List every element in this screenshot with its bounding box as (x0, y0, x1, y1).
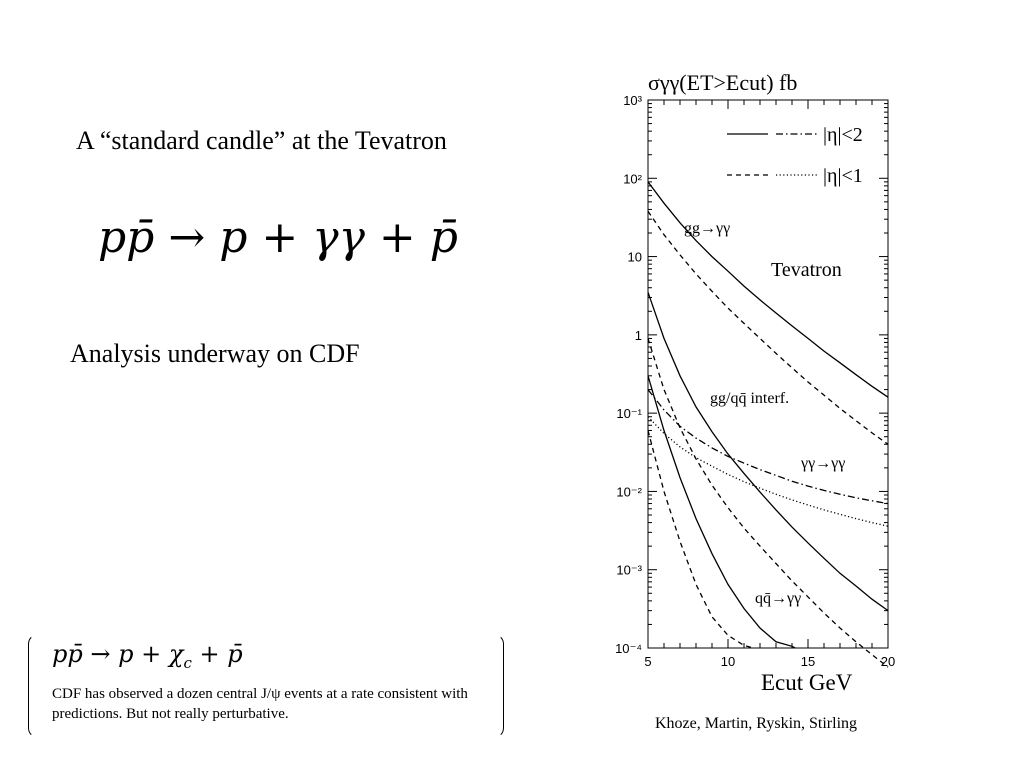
box-eq-p: p (118, 640, 134, 668)
legend-label: |η|<2 (823, 124, 863, 146)
box-eq-pbar: p̄ (227, 640, 243, 668)
y-tick-label: 10 (628, 250, 642, 265)
credit: Khoze, Martin, Ryskin, Stirling (655, 715, 858, 732)
y-tick-label: 10⁻³ (616, 563, 642, 578)
note-box: pp̄ → p + χc + p̄ CDF has observed a doz… (28, 634, 504, 738)
left-bracket (28, 634, 39, 738)
y-tick-label: 10³ (623, 93, 642, 108)
inset-label: Tevatron (771, 259, 842, 281)
y-tick-label: 10⁻⁴ (615, 641, 642, 656)
series-line-solid (647, 375, 796, 649)
curve-annotation: gg→γγ (684, 220, 730, 237)
x-tick-label: 10 (721, 654, 735, 669)
x-axis-label: Ecut GeV (761, 670, 853, 695)
box-text: CDF has observed a dozen central J/ψ eve… (52, 686, 468, 722)
main-equation: pp̄ → p + γγ + p̄ (98, 212, 458, 263)
slide-title: A “standard candle” at the Tevatron (76, 126, 447, 155)
y-tick-label: 10⁻² (616, 484, 642, 499)
y-tick-label: 10² (623, 171, 642, 186)
x-tick-label: 5 (644, 654, 651, 669)
x-tick-label: 20 (881, 654, 895, 669)
equation-arrow: → (168, 212, 206, 263)
slide-subtitle: Analysis underway on CDF (70, 339, 360, 368)
equation-plus-1: + (261, 212, 299, 263)
series-line-dashed (647, 210, 889, 445)
curve-annotation: qq̄→γγ (755, 590, 801, 607)
chi-c-equation: pp̄ → p + χc + p̄ (52, 640, 243, 672)
equation-gamma-gamma: γγ (312, 212, 365, 263)
equation-p: p (219, 212, 248, 263)
box-eq-plus-2: + (199, 640, 220, 668)
box-eq-chi: χ (168, 640, 184, 668)
plot-frame (647, 99, 889, 649)
equation-lhs: pp̄ (98, 212, 155, 263)
cross-section-chart: 10⁻⁴ 10⁻³ 10⁻² 10⁻¹ 1 10 10² 10³ 5 10 15 20 |η|<2 |η|… (615, 70, 895, 695)
right-bracket (493, 634, 504, 738)
series-line-dotted (647, 416, 889, 527)
series-line-dashed (647, 430, 754, 649)
curve-annotation: γγ→γγ (800, 455, 845, 472)
y-tick-label: 10⁻¹ (616, 406, 642, 421)
series-line-dashdot (647, 389, 889, 505)
equation-pbar: p̄ (429, 212, 458, 263)
curve-annotation: gg/qq̄ interf. (710, 390, 789, 407)
y-tick-label: 1 (635, 328, 642, 343)
legend-label: |η|<1 (823, 165, 863, 187)
chart-title: σγγ(ET>Ecut) fb (648, 70, 797, 95)
x-tick-label: 15 (801, 654, 815, 669)
equation-plus-2: + (378, 212, 416, 263)
box-eq-lhs: pp̄ (52, 640, 83, 668)
series-line-solid (647, 181, 889, 398)
box-eq-plus-1: + (141, 640, 162, 668)
series-line-solid (647, 292, 889, 612)
box-eq-chi-sub: c (183, 653, 192, 672)
series-line-dashed (647, 338, 889, 668)
box-eq-arrow: → (90, 640, 111, 668)
